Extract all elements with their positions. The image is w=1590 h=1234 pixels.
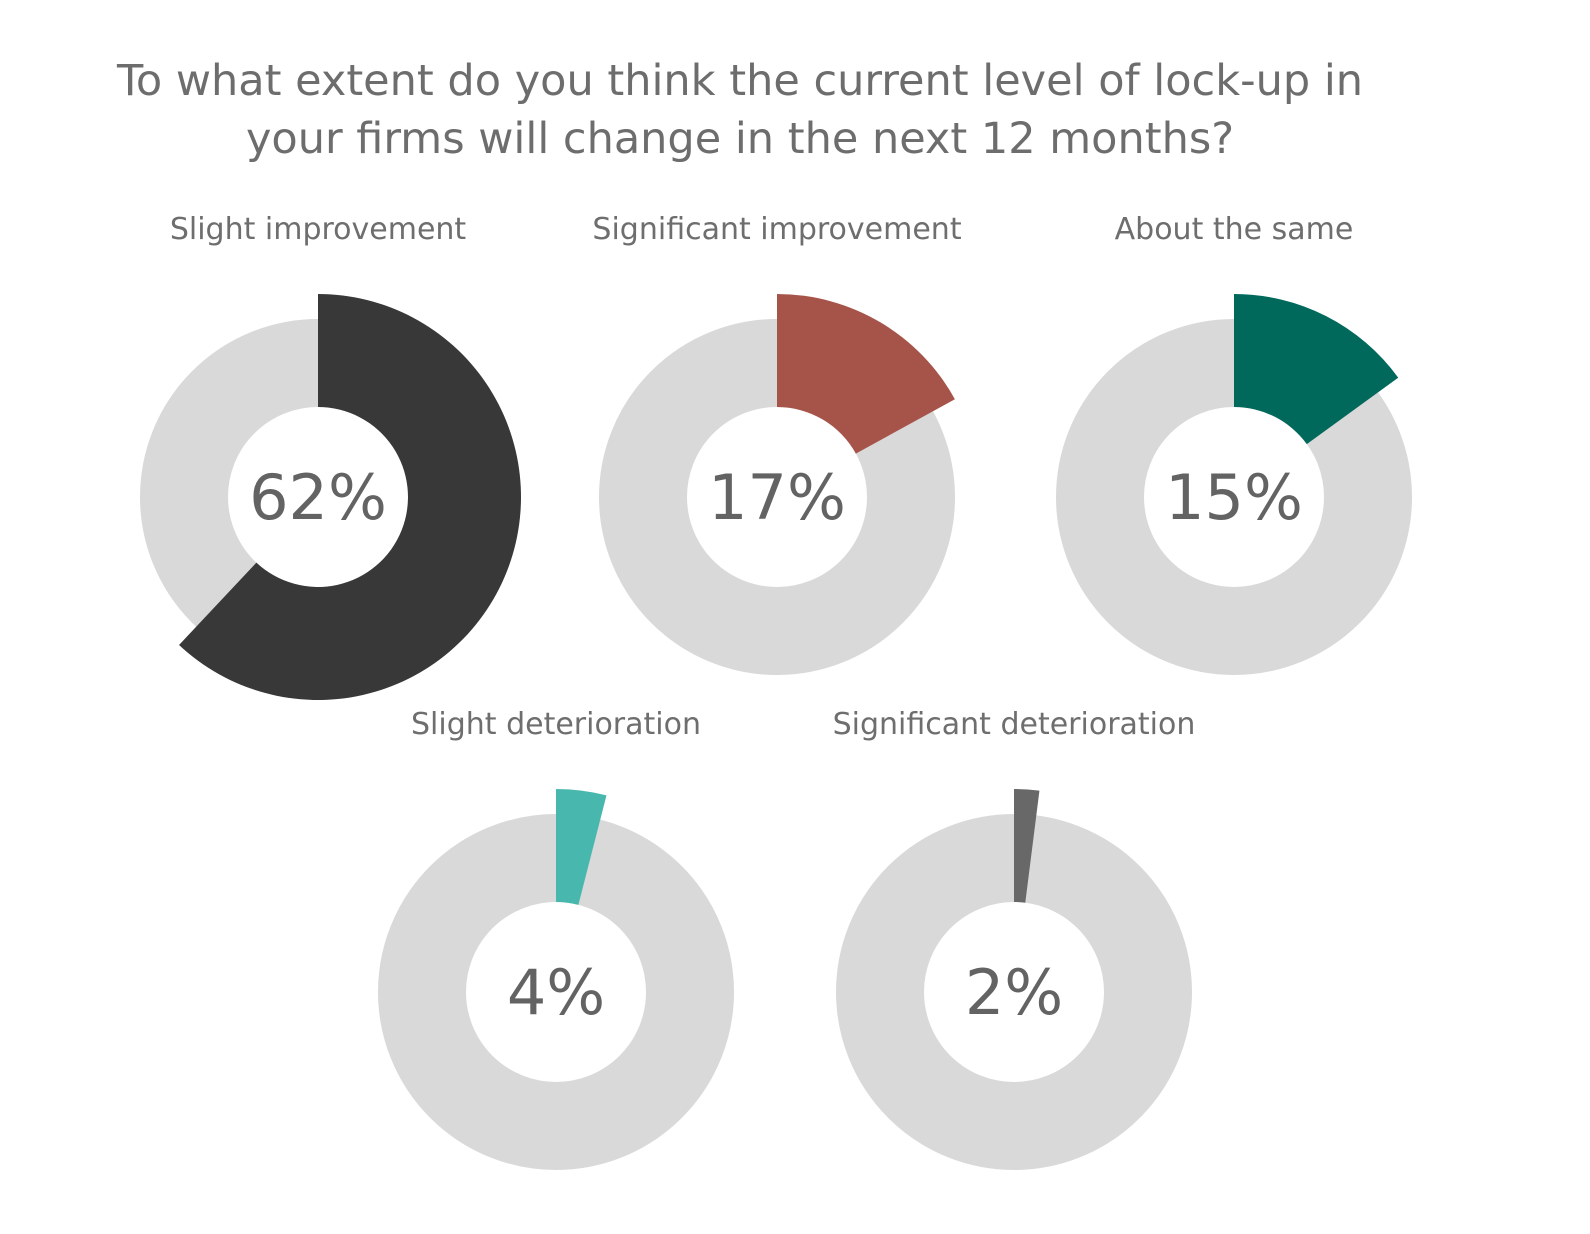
donut-slight-deterioration: Slight deterioration 4% <box>378 707 734 1170</box>
category-label-slight-deterioration: Slight deterioration <box>411 707 701 742</box>
percent-label-significant-improvement: 17% <box>708 461 846 534</box>
percent-label-slight-deterioration: 4% <box>507 956 605 1029</box>
donut-significant-deterioration: Significant deterioration 2% <box>833 707 1196 1170</box>
chart-title-line-1: To what extent do you think the current … <box>116 56 1364 106</box>
category-label-significant-deterioration: Significant deterioration <box>833 707 1196 742</box>
donut-slight-improvement: Slight improvement 62% <box>140 212 522 700</box>
donut-segment-about-the-same <box>1234 294 1399 445</box>
category-label-about-the-same: About the same <box>1115 212 1354 247</box>
category-label-slight-improvement: Slight improvement <box>170 212 467 247</box>
donut-about-the-same: About the same 15% <box>1056 212 1412 675</box>
percent-label-significant-deterioration: 2% <box>965 956 1063 1029</box>
donut-segment-significant-deterioration <box>1014 789 1040 903</box>
percent-label-slight-improvement: 62% <box>249 461 387 534</box>
category-label-significant-improvement: Significant improvement <box>592 212 961 247</box>
chart-title: To what extent do you think the current … <box>70 52 1410 168</box>
donut-significant-improvement: Significant improvement 17% <box>592 212 962 675</box>
donut-segment-slight-improvement <box>179 294 522 700</box>
donut-segment-significant-improvement <box>777 294 955 454</box>
percent-label-about-the-same: 15% <box>1165 461 1303 534</box>
chart-title-line-2: your firms will change in the next 12 mo… <box>245 114 1235 164</box>
donut-segment-slight-deterioration <box>556 789 607 905</box>
